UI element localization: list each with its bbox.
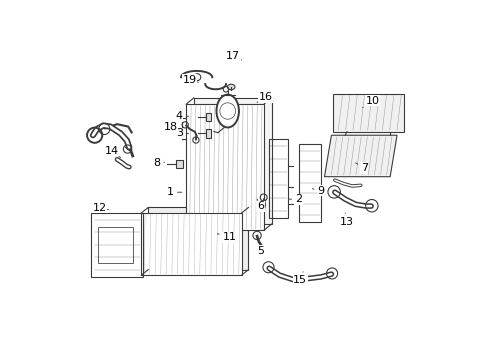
Text: 14: 14 <box>105 146 121 158</box>
Text: 18: 18 <box>164 122 179 131</box>
Ellipse shape <box>227 84 235 90</box>
Text: 8: 8 <box>153 158 165 168</box>
Text: 4: 4 <box>176 111 189 121</box>
Text: 19: 19 <box>183 75 198 85</box>
Bar <box>176 160 183 168</box>
Polygon shape <box>324 135 397 177</box>
Text: 2: 2 <box>289 194 302 204</box>
Text: 16: 16 <box>257 92 273 102</box>
Text: 13: 13 <box>340 213 354 226</box>
Text: 7: 7 <box>356 163 368 173</box>
Polygon shape <box>141 213 242 275</box>
Ellipse shape <box>217 95 239 127</box>
Text: 5: 5 <box>257 242 264 256</box>
Bar <box>206 129 211 138</box>
Polygon shape <box>186 104 264 230</box>
Text: 11: 11 <box>218 232 237 242</box>
Bar <box>206 113 211 121</box>
Text: 12: 12 <box>93 203 108 213</box>
Polygon shape <box>194 98 271 224</box>
Polygon shape <box>148 207 248 270</box>
Text: 10: 10 <box>363 96 380 108</box>
Text: 6: 6 <box>257 199 264 211</box>
Text: 1: 1 <box>167 187 182 197</box>
Text: 9: 9 <box>313 185 324 195</box>
Polygon shape <box>333 94 404 132</box>
Text: 15: 15 <box>294 272 307 285</box>
Text: 3: 3 <box>176 129 189 139</box>
Text: 17: 17 <box>226 51 242 61</box>
